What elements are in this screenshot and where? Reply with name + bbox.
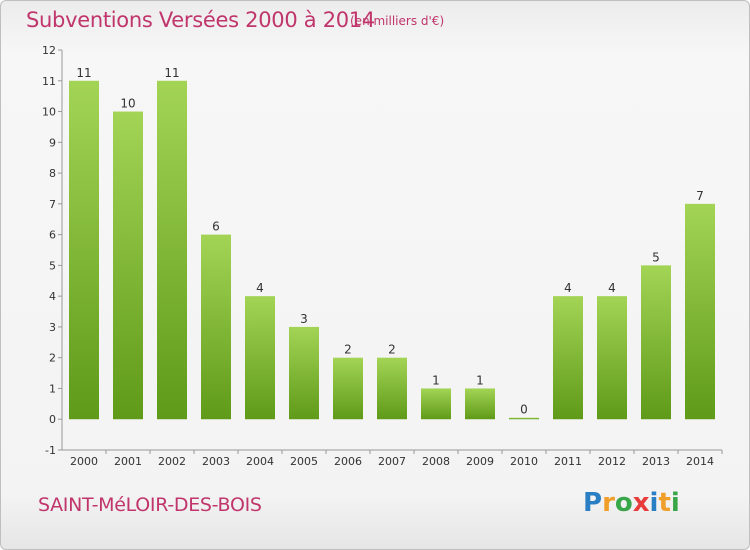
bar-value-label: 5: [652, 250, 660, 264]
y-tick-label: 7: [49, 198, 56, 211]
bar: [421, 388, 451, 420]
x-tick-label: 2008: [422, 455, 450, 468]
proxiti-logo[interactable]: Proxiti: [583, 488, 680, 518]
x-tick-label: 2006: [334, 455, 362, 468]
y-tick-label: 3: [49, 321, 56, 334]
x-tick-label: 2009: [466, 455, 494, 468]
bar: [201, 234, 231, 420]
x-tick-label: 2011: [554, 455, 582, 468]
x-tick-label: 2002: [158, 455, 186, 468]
bar: [553, 296, 583, 420]
bar-value-label: 1: [432, 373, 440, 387]
bar: [509, 417, 539, 420]
y-tick-label: 5: [49, 259, 56, 272]
logo-letter: P: [583, 488, 603, 518]
y-tick-label: 12: [42, 44, 56, 57]
chart-subtitle: (en milliers d'€): [350, 14, 445, 28]
x-tick-label: 2004: [246, 455, 274, 468]
bar-value-label: 6: [212, 220, 220, 234]
bar: [69, 80, 99, 420]
x-tick-label: 2012: [598, 455, 626, 468]
bar: [685, 203, 715, 420]
bar-value-label: 4: [256, 281, 264, 295]
x-tick-label: 2003: [202, 455, 230, 468]
bar: [641, 265, 671, 420]
y-tick-label: 9: [49, 136, 56, 149]
y-tick-label: 8: [49, 167, 56, 180]
bar: [465, 388, 495, 420]
chart-title: Subventions Versées 2000 à 2014: [26, 8, 375, 32]
bar: [245, 296, 275, 420]
x-tick-label: 2005: [290, 455, 318, 468]
bar: [289, 326, 319, 420]
commune-name: SAINT-MéLOIR-DES-BOIS: [38, 494, 262, 516]
y-tick-label: 0: [49, 413, 56, 426]
x-tick-label: 2000: [70, 455, 98, 468]
chart-x-tick-labels: 2000 2001 2002 2003 2004 2005 2006 2007 2008 2009…: [70, 455, 714, 468]
bar-value-label: 10: [120, 97, 135, 111]
bar-value-label: 4: [608, 281, 616, 295]
y-tick-label: 4: [49, 290, 56, 303]
x-tick-label: 2001: [114, 455, 142, 468]
bar-value-label: 2: [344, 343, 352, 357]
bar-value-label: 3: [300, 312, 308, 326]
y-tick-label: 1: [49, 382, 56, 395]
y-tick-label: 11: [42, 75, 56, 88]
bar-value-label: 4: [564, 281, 572, 295]
chart-bars: [69, 80, 715, 420]
logo-letter: i: [649, 488, 659, 518]
bar-value-label: 11: [76, 66, 91, 80]
x-tick-label: 2010: [510, 455, 538, 468]
logo-letter: r: [602, 488, 615, 518]
bar-value-label: 1: [476, 373, 484, 387]
chart-axes: [58, 49, 723, 454]
bar: [333, 357, 363, 420]
logo-letter: t: [658, 488, 671, 518]
bar-value-label: 2: [388, 343, 396, 357]
x-tick-label: 2007: [378, 455, 406, 468]
logo-letter: x: [632, 488, 650, 518]
bar: [157, 80, 187, 420]
bar-value-label: 7: [696, 189, 704, 203]
logo-letter: o: [614, 488, 633, 518]
bar: [597, 296, 627, 420]
y-tick-label: 10: [42, 106, 56, 119]
y-tick-label: 2: [49, 352, 56, 365]
bar: [113, 111, 143, 420]
bar: [377, 357, 407, 420]
bar-value-label: 0: [520, 403, 528, 417]
y-tick-label: -1: [45, 444, 56, 457]
bar-value-label: 11: [164, 66, 179, 80]
logo-letter: i: [670, 488, 680, 518]
x-tick-label: 2014: [686, 455, 714, 468]
x-tick-label: 2013: [642, 455, 670, 468]
y-tick-label: 6: [49, 229, 56, 242]
